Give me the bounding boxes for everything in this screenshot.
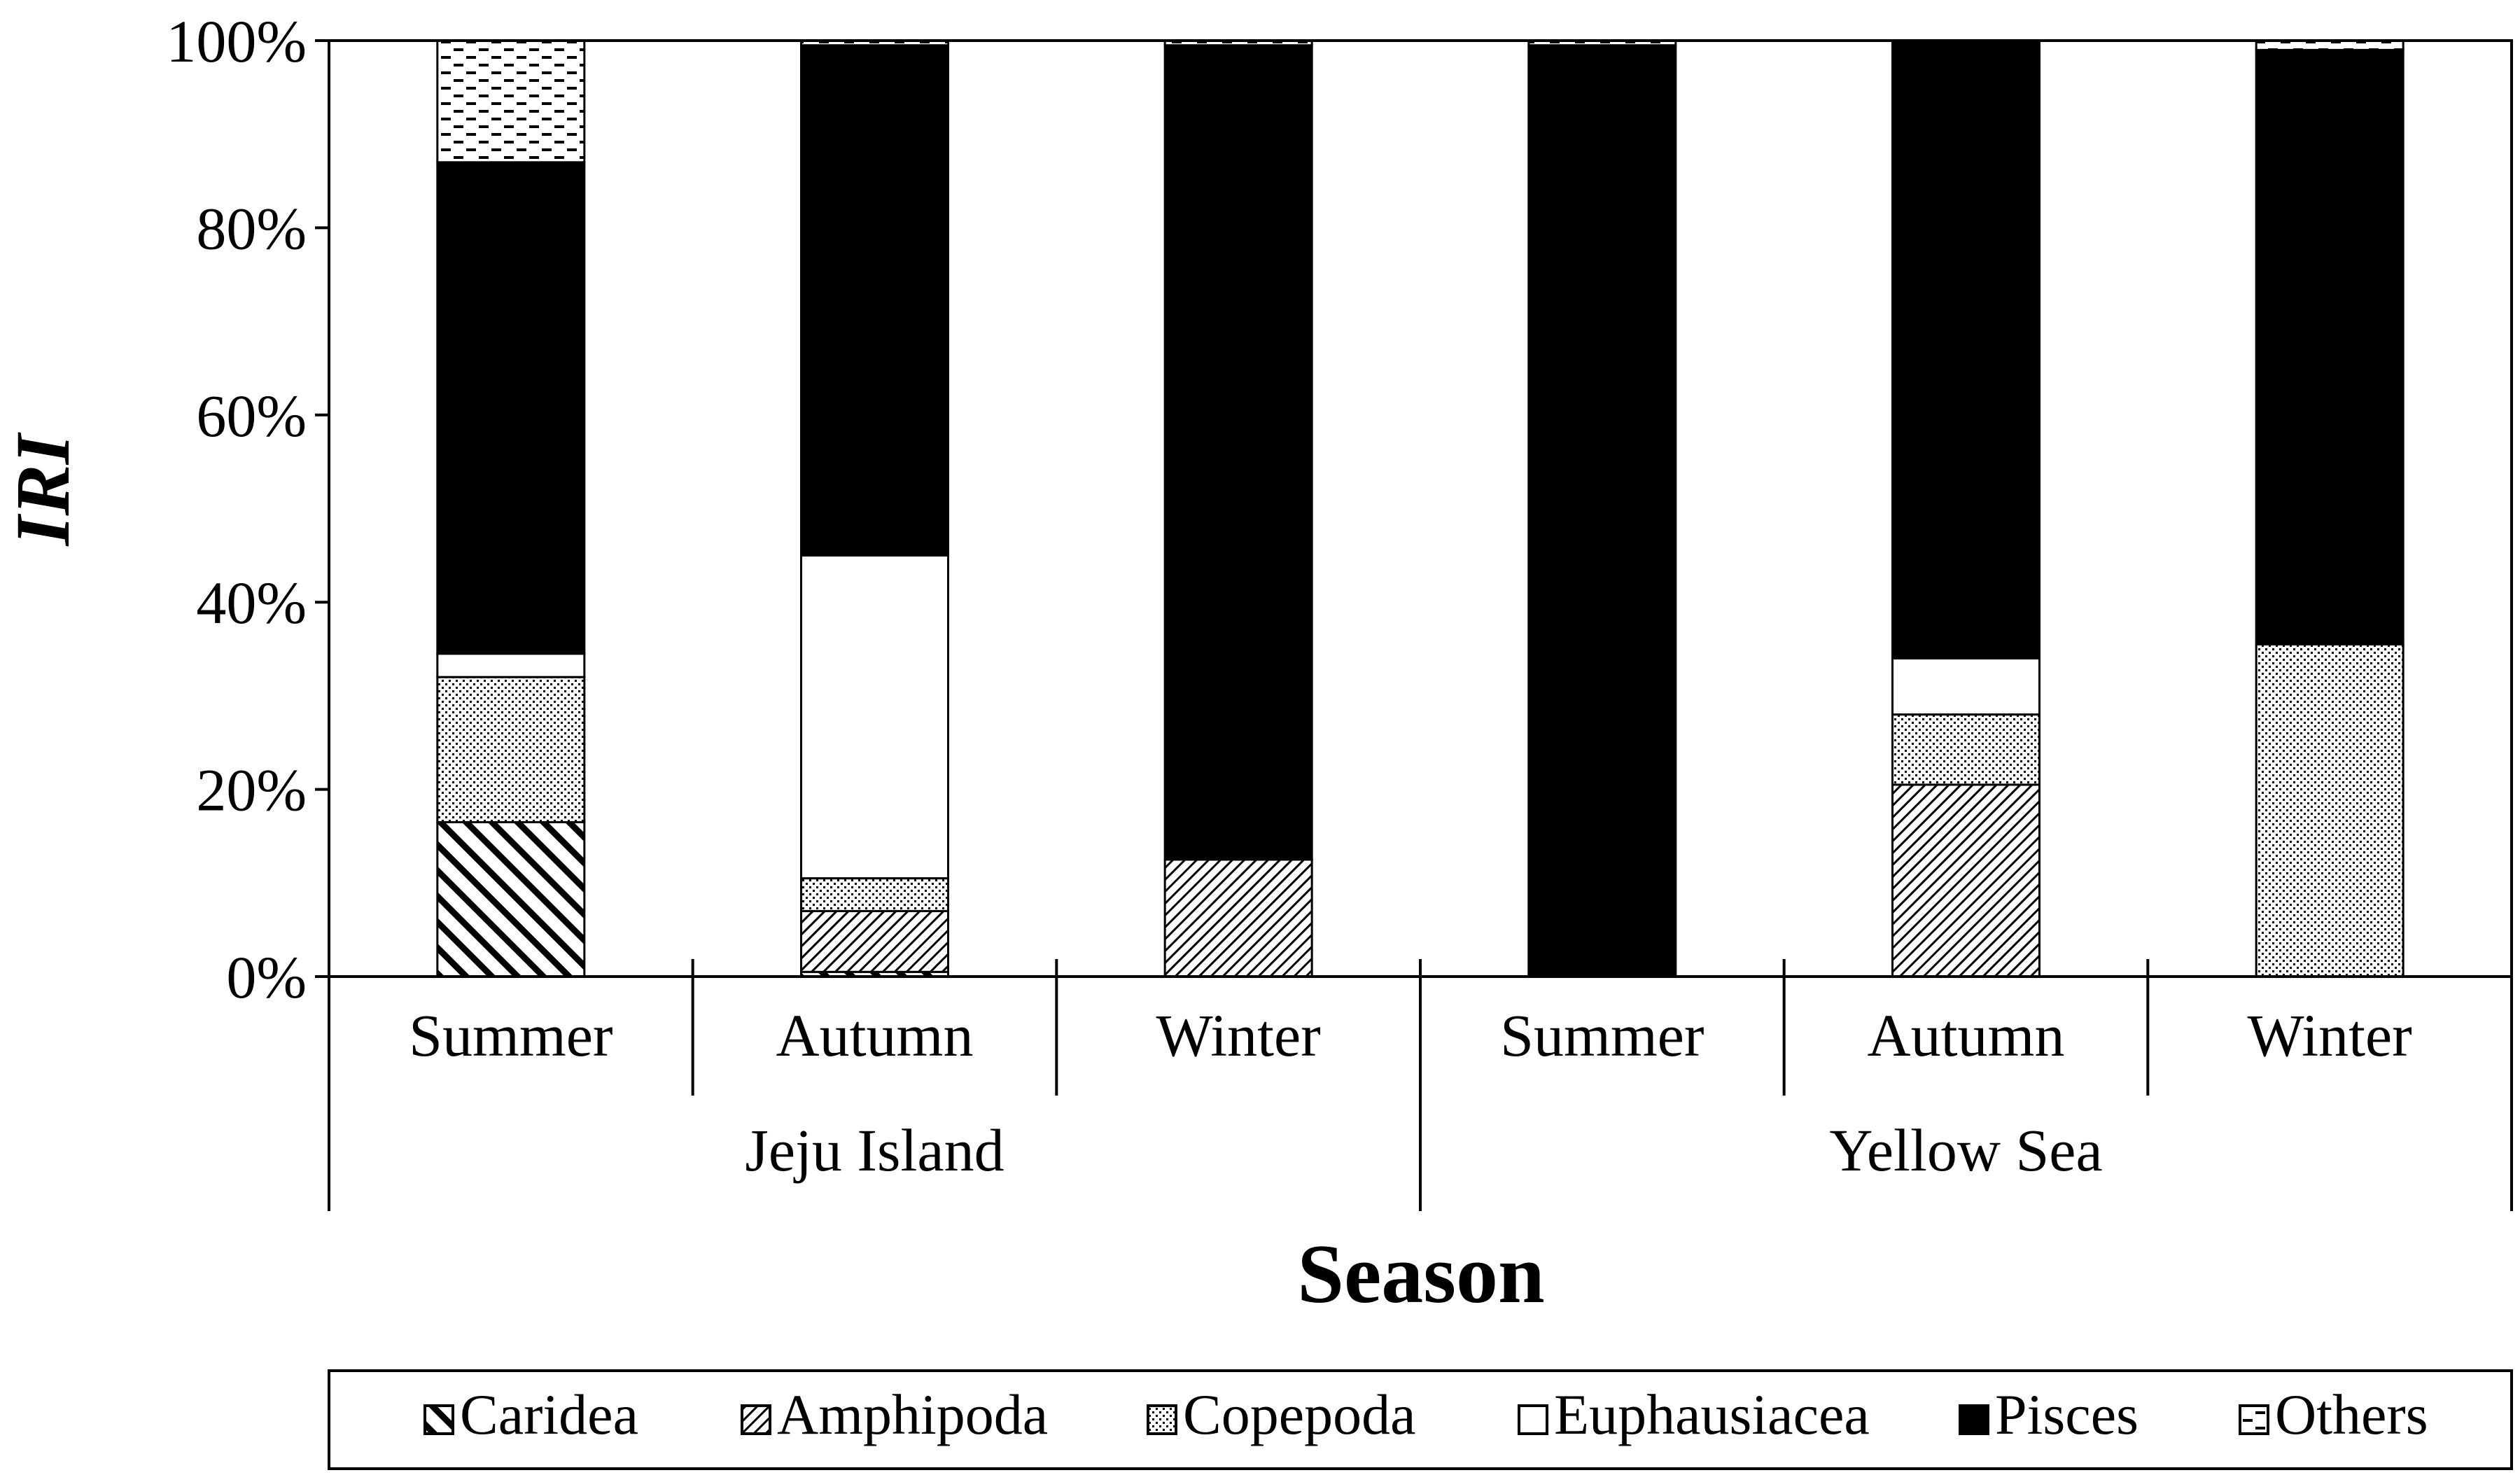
- bar-segment-copepoda: [800, 877, 949, 912]
- legend-swatch-others: [2239, 1404, 2269, 1435]
- bar-segment-copepoda: [2255, 643, 2404, 978]
- bar-segment-amphipoda: [1163, 858, 1313, 978]
- x-category-label: Summer: [1500, 1002, 1704, 1069]
- bar-segment-euphausiacea: [800, 554, 949, 880]
- bar-segment-amphipoda: [800, 909, 949, 973]
- legend-swatch-copepoda: [1147, 1404, 1177, 1435]
- bar-segment-pisces: [1891, 39, 2040, 659]
- x-category-label: Autumn: [776, 1002, 974, 1069]
- x-axis-title: Season: [1297, 1227, 1544, 1320]
- axes: 0% 20% 40% 60% 80% 100% Summer Autumn Winter Summ…: [166, 8, 2513, 1211]
- x-group-label: Yellow Sea: [1829, 1117, 2102, 1184]
- legend-label-caridea: Caridea: [460, 1383, 638, 1446]
- legend-swatch-caridea: [424, 1404, 454, 1435]
- bar-segment-pisces: [436, 161, 586, 655]
- bar-segment-pisces: [800, 44, 949, 557]
- y-tick-label: 20%: [196, 757, 307, 824]
- bar-segment-pisces: [2255, 48, 2404, 645]
- x-category-label: Winter: [2248, 1002, 2412, 1069]
- y-axis-title: IRI: [0, 432, 85, 547]
- x-category-label: Summer: [409, 1002, 612, 1069]
- plot-area: [436, 39, 2404, 978]
- x-category-label: Winter: [1156, 1002, 1321, 1069]
- y-tick-label: 40%: [196, 569, 307, 636]
- bar-segment-copepoda: [436, 676, 586, 823]
- legend-label-euphausiacea: Euphausiacea: [1554, 1383, 1870, 1446]
- x-group-label: Jeju Island: [745, 1117, 1004, 1184]
- legend-label-amphipoda: Amphipoda: [777, 1383, 1048, 1446]
- legend-label-copepoda: Copepoda: [1183, 1383, 1415, 1446]
- bar-segment-amphipoda: [1891, 783, 2040, 978]
- legend-label-pisces: Pisces: [1995, 1383, 2138, 1446]
- y-tick-label: 80%: [196, 195, 307, 262]
- plot-border: [328, 39, 2513, 978]
- legend-swatch-euphausiacea: [1518, 1404, 1548, 1435]
- bar-segment-copepoda: [1891, 713, 2040, 786]
- bar-segment-euphausiacea: [436, 652, 586, 678]
- bar-segment-euphausiacea: [1891, 657, 2040, 716]
- bar-segment-others: [2255, 39, 2404, 51]
- legend: Caridea Amphipoda Copepoda Euphausiacea Pisc…: [328, 1369, 2513, 1470]
- legend-swatch-amphipoda: [741, 1404, 771, 1435]
- y-tick-label: 60%: [196, 382, 307, 449]
- y-tick-label: 0%: [226, 944, 307, 1011]
- legend-label-others: Others: [2275, 1383, 2428, 1446]
- bar-segment-caridea: [436, 820, 586, 978]
- legend-box: [328, 1369, 2513, 1470]
- bar-segment-pisces: [1163, 44, 1313, 861]
- y-tick-label: 100%: [166, 8, 307, 75]
- bar-segment-pisces: [1527, 44, 1677, 978]
- x-category-label: Autumn: [1868, 1002, 2065, 1069]
- legend-swatch-pisces: [1959, 1404, 1989, 1435]
- bar-segment-others: [436, 39, 586, 164]
